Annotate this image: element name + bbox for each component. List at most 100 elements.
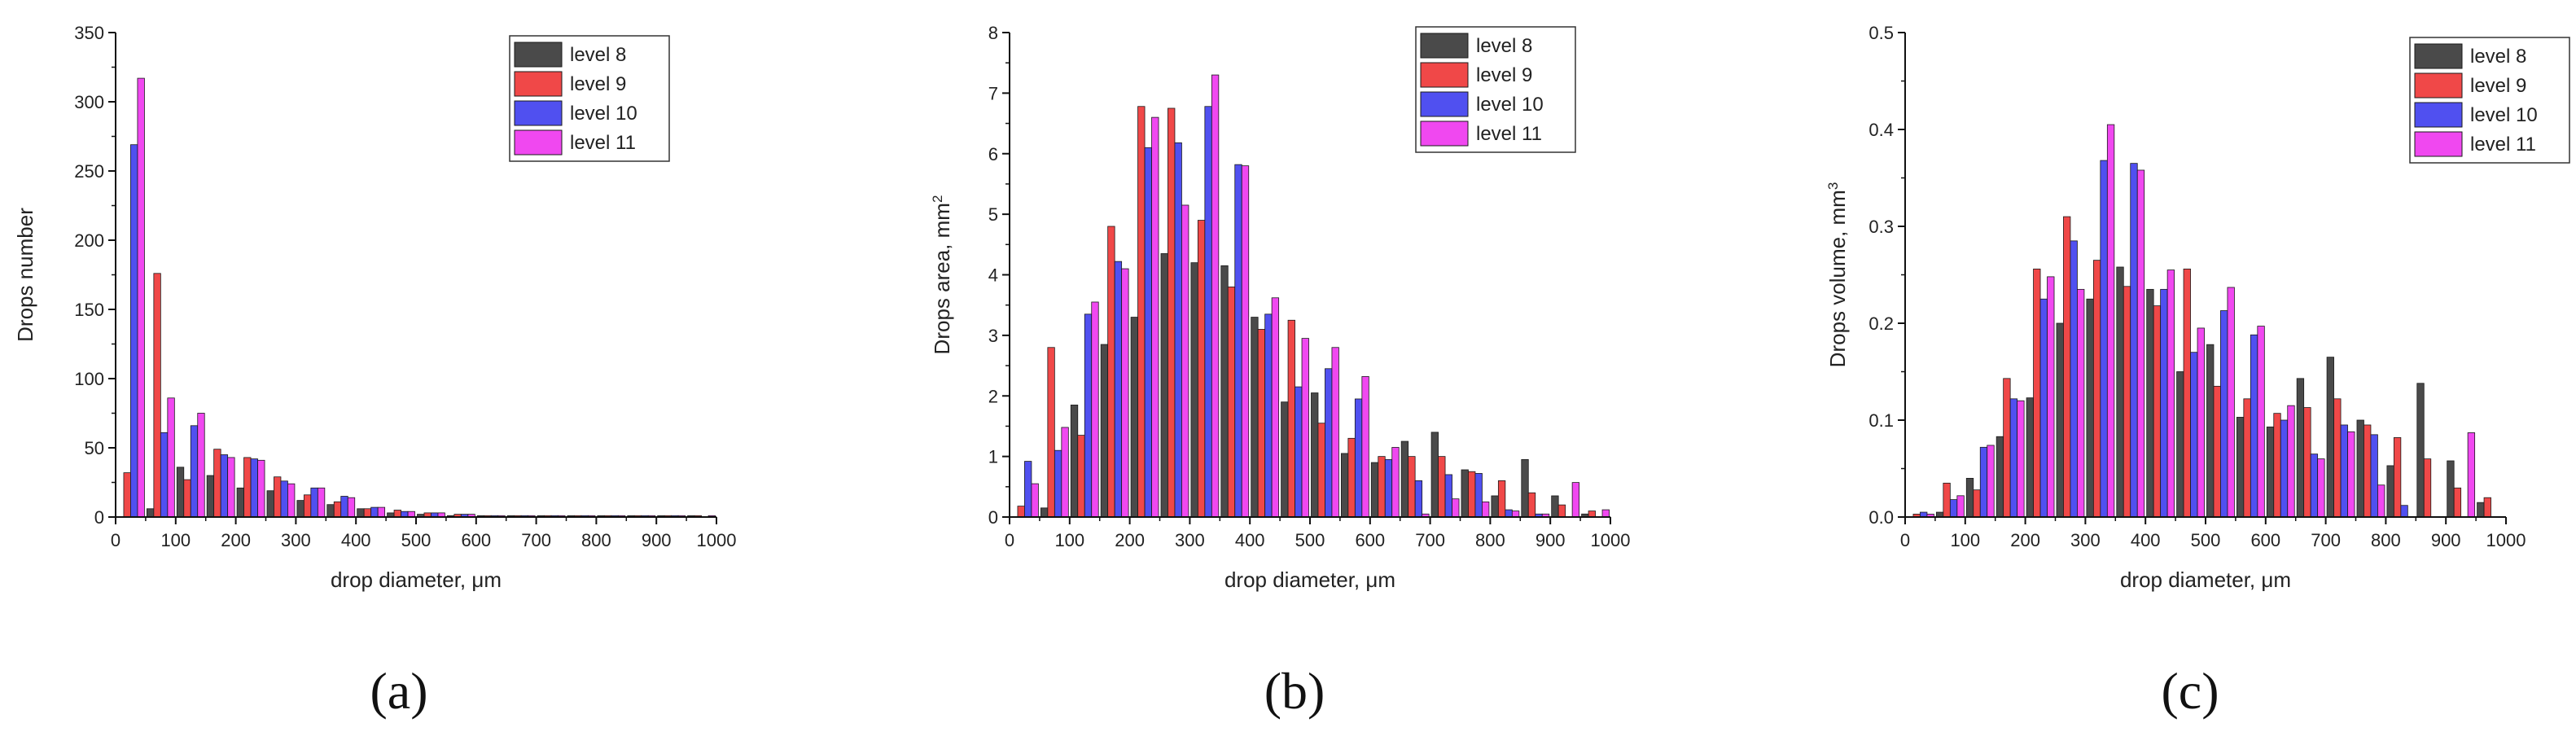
- bar-level-9-975: [2484, 497, 2491, 517]
- bar-level-10-175: [1115, 261, 1121, 517]
- y-tick-label: 5: [988, 204, 998, 225]
- x-tick-label: 100: [1054, 530, 1084, 550]
- legend-swatch-level-10: [515, 101, 562, 125]
- y-axis-title: Drops area, mm2: [930, 195, 955, 355]
- chart-panel-1: 0 100 200 300 400 500 600 700 800 900 1000 0 50 100 15…: [13, 23, 736, 720]
- legend: level 8 level 9 level 10 level 11: [1416, 27, 1575, 152]
- bar-level-9-175: [214, 449, 221, 517]
- legend-label-level-8: level 8: [2470, 46, 2526, 68]
- bar-level-8-75: [147, 509, 153, 517]
- x-tick-label: 0: [1900, 530, 1910, 550]
- bar-level-9-175: [2004, 379, 2010, 517]
- bar-level-10-175: [221, 455, 227, 518]
- bar-level-11-375: [1242, 166, 1248, 517]
- bar-level-9-825: [1498, 480, 1505, 517]
- panel-label: (a): [370, 662, 427, 720]
- bar-level-10-825: [1505, 510, 1512, 517]
- legend-swatch-level-9: [1421, 63, 1468, 87]
- y-tick-label: 2: [988, 386, 998, 406]
- bar-level-11-175: [1122, 269, 1128, 517]
- bar-level-8-925: [1552, 496, 1558, 517]
- y-tick-label: 50: [85, 438, 104, 458]
- x-tick-label: 500: [401, 530, 432, 550]
- bar-level-11-25: [1032, 484, 1038, 517]
- x-tick-label: 0: [1005, 530, 1014, 550]
- legend-label-level-11: level 11: [1476, 123, 1542, 145]
- bar-level-9-425: [2153, 306, 2160, 517]
- y-axis-unit-superscript: 2: [930, 195, 945, 203]
- bar-level-11-125: [198, 414, 204, 518]
- x-tick-label: 500: [1295, 530, 1325, 550]
- bar-level-11-125: [1092, 302, 1098, 517]
- bar-level-8-525: [1311, 393, 1317, 517]
- x-tick-label: 300: [1175, 530, 1205, 550]
- x-tick-label: 300: [2070, 530, 2101, 550]
- bar-level-11-225: [258, 460, 265, 517]
- y-tick-label: 350: [74, 23, 104, 43]
- legend-swatch-level-8: [1421, 33, 1468, 58]
- bar-level-11-425: [2167, 270, 2174, 517]
- bar-level-9-175: [1108, 226, 1115, 517]
- bar-level-11-475: [2197, 328, 2204, 517]
- y-tick-label: 7: [988, 83, 998, 103]
- bar-level-8-275: [267, 491, 274, 517]
- bar-level-10-225: [251, 459, 257, 517]
- bar-level-8-125: [1071, 405, 1077, 517]
- legend-label-level-8: level 8: [570, 44, 626, 66]
- legend-label-level-9: level 9: [1476, 64, 1532, 86]
- x-axis-title: drop diameter, μm: [1224, 568, 1395, 592]
- bar-level-9-725: [1439, 457, 1445, 517]
- legend-swatch-level-8: [2415, 44, 2462, 68]
- bar-level-11-175: [2017, 401, 2024, 517]
- bar-level-9-825: [2394, 437, 2400, 517]
- bar-level-8-625: [1371, 462, 1378, 517]
- legend-swatch-level-10: [2415, 103, 2462, 127]
- x-tick-label: 600: [1355, 530, 1385, 550]
- bar-level-9-575: [2244, 399, 2250, 517]
- x-axis-title: drop diameter, μm: [331, 568, 502, 592]
- y-tick-label: 4: [988, 265, 998, 286]
- bar-level-11-75: [1957, 496, 1964, 517]
- bar-level-10-825: [2401, 506, 2407, 517]
- bar-level-8-475: [1281, 402, 1288, 517]
- x-tick-label: 400: [2131, 530, 2161, 550]
- bar-level-11-225: [2048, 277, 2054, 517]
- x-tick-label: 800: [2371, 530, 2401, 550]
- bar-level-8-225: [237, 488, 243, 517]
- x-tick-label: 500: [2191, 530, 2221, 550]
- bar-level-10-725: [1445, 475, 1452, 517]
- legend: level 8 level 9 level 10 level 11: [2410, 37, 2569, 163]
- bar-level-10-75: [1950, 500, 1956, 517]
- bar-level-11-825: [1512, 511, 1518, 517]
- bar-level-8-375: [2117, 267, 2123, 517]
- legend-swatch-level-11: [515, 130, 562, 155]
- bar-level-9-75: [154, 274, 160, 517]
- bar-level-11-175: [228, 458, 234, 517]
- bar-level-9-75: [1943, 483, 1950, 517]
- bar-level-8-325: [2087, 299, 2093, 517]
- bar-level-9-125: [1078, 436, 1084, 517]
- bar-level-11-925: [1572, 483, 1579, 517]
- bar-level-11-625: [1392, 447, 1399, 517]
- bar-level-9-625: [1378, 457, 1385, 517]
- x-tick-label: 1000: [697, 530, 737, 550]
- bar-level-8-775: [1461, 470, 1468, 517]
- x-tick-label: 900: [642, 530, 672, 550]
- bar-level-9-75: [1048, 348, 1054, 517]
- bar-level-9-25: [1018, 506, 1024, 517]
- bar-level-10-425: [371, 507, 378, 517]
- bar-level-8-125: [177, 467, 183, 517]
- bar-level-8-225: [2026, 398, 2033, 517]
- bar-level-9-375: [1228, 287, 1234, 517]
- bar-level-8-875: [1522, 459, 1528, 517]
- bars-group: [1913, 125, 2491, 517]
- bar-level-9-875: [2424, 459, 2430, 517]
- bar-level-11-725: [1452, 499, 1459, 517]
- bar-level-10-525: [1325, 369, 1331, 517]
- bar-level-10-25: [1024, 462, 1031, 517]
- bar-level-11-275: [287, 484, 294, 517]
- y-tick-label: 0.5: [1868, 23, 1894, 43]
- bar-level-8-725: [2327, 357, 2333, 517]
- bar-level-9-925: [2454, 488, 2460, 517]
- legend-label-level-9: level 9: [2470, 75, 2526, 97]
